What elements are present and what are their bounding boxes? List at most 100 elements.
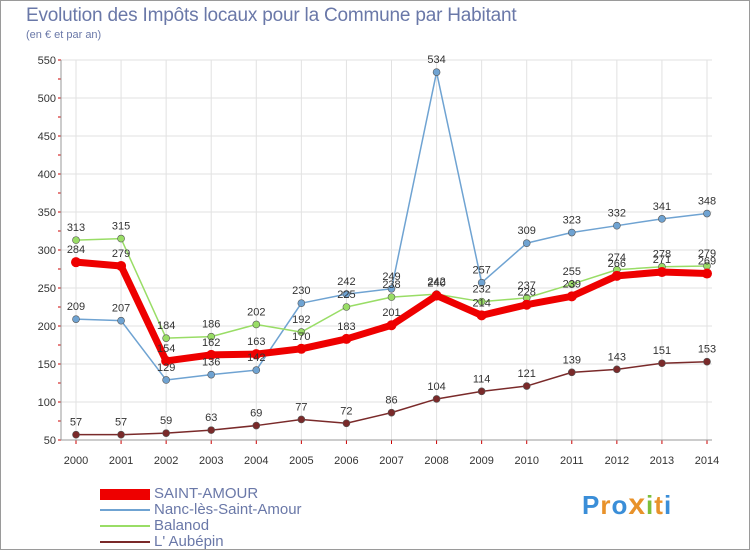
data-label: 315 bbox=[112, 221, 130, 233]
y-axis: 50 100 150 200 250 300 350 400 450 500 550 bbox=[38, 55, 62, 447]
data-label: 77 bbox=[295, 401, 307, 413]
y-tick-label: 450 bbox=[38, 131, 56, 143]
legend-label: SAINT-AMOUR bbox=[154, 485, 259, 502]
data-point bbox=[522, 382, 531, 390]
x-tick-label: 2002 bbox=[154, 455, 178, 467]
data-label: 269 bbox=[698, 256, 716, 268]
data-point bbox=[387, 284, 396, 293]
data-point bbox=[116, 260, 127, 271]
data-label: 192 bbox=[292, 314, 310, 326]
y-tick-label: 300 bbox=[38, 245, 56, 257]
data-label: 142 bbox=[247, 352, 265, 364]
x-tick-label: 2000 bbox=[64, 455, 88, 467]
data-point bbox=[206, 349, 217, 360]
data-label: 271 bbox=[653, 254, 671, 266]
data-label: 279 bbox=[698, 248, 716, 260]
data-label: 184 bbox=[157, 320, 175, 332]
data-point bbox=[207, 426, 216, 434]
y-tick-label: 100 bbox=[38, 397, 56, 409]
data-label: 63 bbox=[205, 412, 217, 424]
x-tick-label: 2005 bbox=[289, 455, 313, 467]
data-point bbox=[703, 209, 711, 218]
data-point bbox=[162, 334, 170, 342]
x-axis: 2000 2001 2002 2003 2004 2005 2006 2007 2008 2009… bbox=[61, 439, 719, 467]
data-label: 183 bbox=[337, 321, 355, 333]
x-tick-label: 2007 bbox=[379, 455, 403, 467]
data-label: 332 bbox=[608, 208, 626, 220]
data-point bbox=[476, 310, 487, 321]
y-tick-label: 500 bbox=[38, 93, 56, 105]
data-label: 284 bbox=[67, 244, 85, 256]
data-point bbox=[567, 228, 576, 237]
data-point bbox=[117, 234, 125, 243]
data-point bbox=[297, 328, 306, 336]
x-tick-label: 2010 bbox=[514, 455, 538, 467]
data-label: 242 bbox=[427, 276, 445, 288]
data-label: 274 bbox=[608, 252, 626, 264]
chart-subtitle: (en € et par an) bbox=[26, 29, 102, 41]
x-tick-label: 2013 bbox=[650, 455, 674, 467]
x-tick-label: 2001 bbox=[109, 455, 133, 467]
data-label: 129 bbox=[157, 362, 175, 374]
data-label: 230 bbox=[292, 285, 310, 297]
legend-label: Balanod bbox=[154, 517, 210, 534]
data-label: 209 bbox=[67, 301, 85, 313]
data-label: 257 bbox=[472, 265, 490, 277]
data-label: 163 bbox=[247, 336, 265, 348]
series-lines bbox=[71, 68, 712, 439]
data-label: 239 bbox=[563, 278, 581, 290]
data-label: 266 bbox=[608, 258, 626, 270]
logo-letter: t bbox=[654, 490, 664, 520]
x-tick-label: 2008 bbox=[424, 455, 448, 467]
data-label: 114 bbox=[473, 373, 491, 385]
data-label: 121 bbox=[518, 368, 536, 380]
data-label: 228 bbox=[518, 287, 536, 299]
logo-letter: i bbox=[663, 490, 673, 520]
data-point bbox=[656, 267, 667, 278]
logo-letter: P bbox=[582, 490, 601, 520]
data-point bbox=[521, 299, 532, 310]
data-point bbox=[477, 297, 486, 306]
data-point bbox=[477, 278, 486, 287]
y-tick-label: 50 bbox=[44, 435, 56, 447]
data-point bbox=[566, 291, 577, 302]
legend-label: L' Aubépin bbox=[154, 533, 224, 550]
y-tick-label: 250 bbox=[38, 283, 56, 295]
data-point bbox=[117, 316, 125, 325]
data-point bbox=[613, 221, 621, 230]
data-label: 255 bbox=[563, 266, 581, 278]
data-point bbox=[567, 280, 576, 289]
data-label: 238 bbox=[382, 279, 400, 291]
grid-lines bbox=[61, 59, 712, 441]
data-point bbox=[342, 419, 351, 428]
data-point bbox=[162, 376, 170, 384]
data-label: 341 bbox=[653, 201, 671, 213]
data-point bbox=[567, 368, 576, 377]
data-point bbox=[342, 290, 351, 298]
data-label: 59 bbox=[160, 415, 172, 427]
legend-label: Nanc-lès-Saint-Amour bbox=[154, 501, 302, 518]
data-point bbox=[703, 357, 711, 366]
logo-letter: r bbox=[600, 490, 612, 520]
data-point bbox=[342, 303, 351, 311]
data-point bbox=[252, 421, 261, 430]
y-tick-label: 400 bbox=[38, 169, 56, 181]
data-point bbox=[161, 355, 172, 366]
data-label: 104 bbox=[427, 381, 445, 393]
data-point bbox=[341, 333, 352, 344]
data-point bbox=[432, 68, 441, 76]
data-label: 201 bbox=[382, 307, 400, 319]
data-point bbox=[387, 408, 396, 417]
data-label: 348 bbox=[698, 196, 716, 208]
x-tick-label: 2012 bbox=[605, 455, 629, 467]
logo-letter: i bbox=[646, 490, 655, 520]
legend-swatch bbox=[100, 541, 150, 543]
proxiti-logo: Proxiti bbox=[582, 488, 672, 522]
data-label: 202 bbox=[247, 306, 265, 318]
data-label: 207 bbox=[112, 303, 130, 315]
data-label: 278 bbox=[653, 249, 671, 261]
data-point bbox=[431, 290, 442, 301]
data-point bbox=[613, 365, 621, 374]
data-point bbox=[522, 239, 531, 247]
